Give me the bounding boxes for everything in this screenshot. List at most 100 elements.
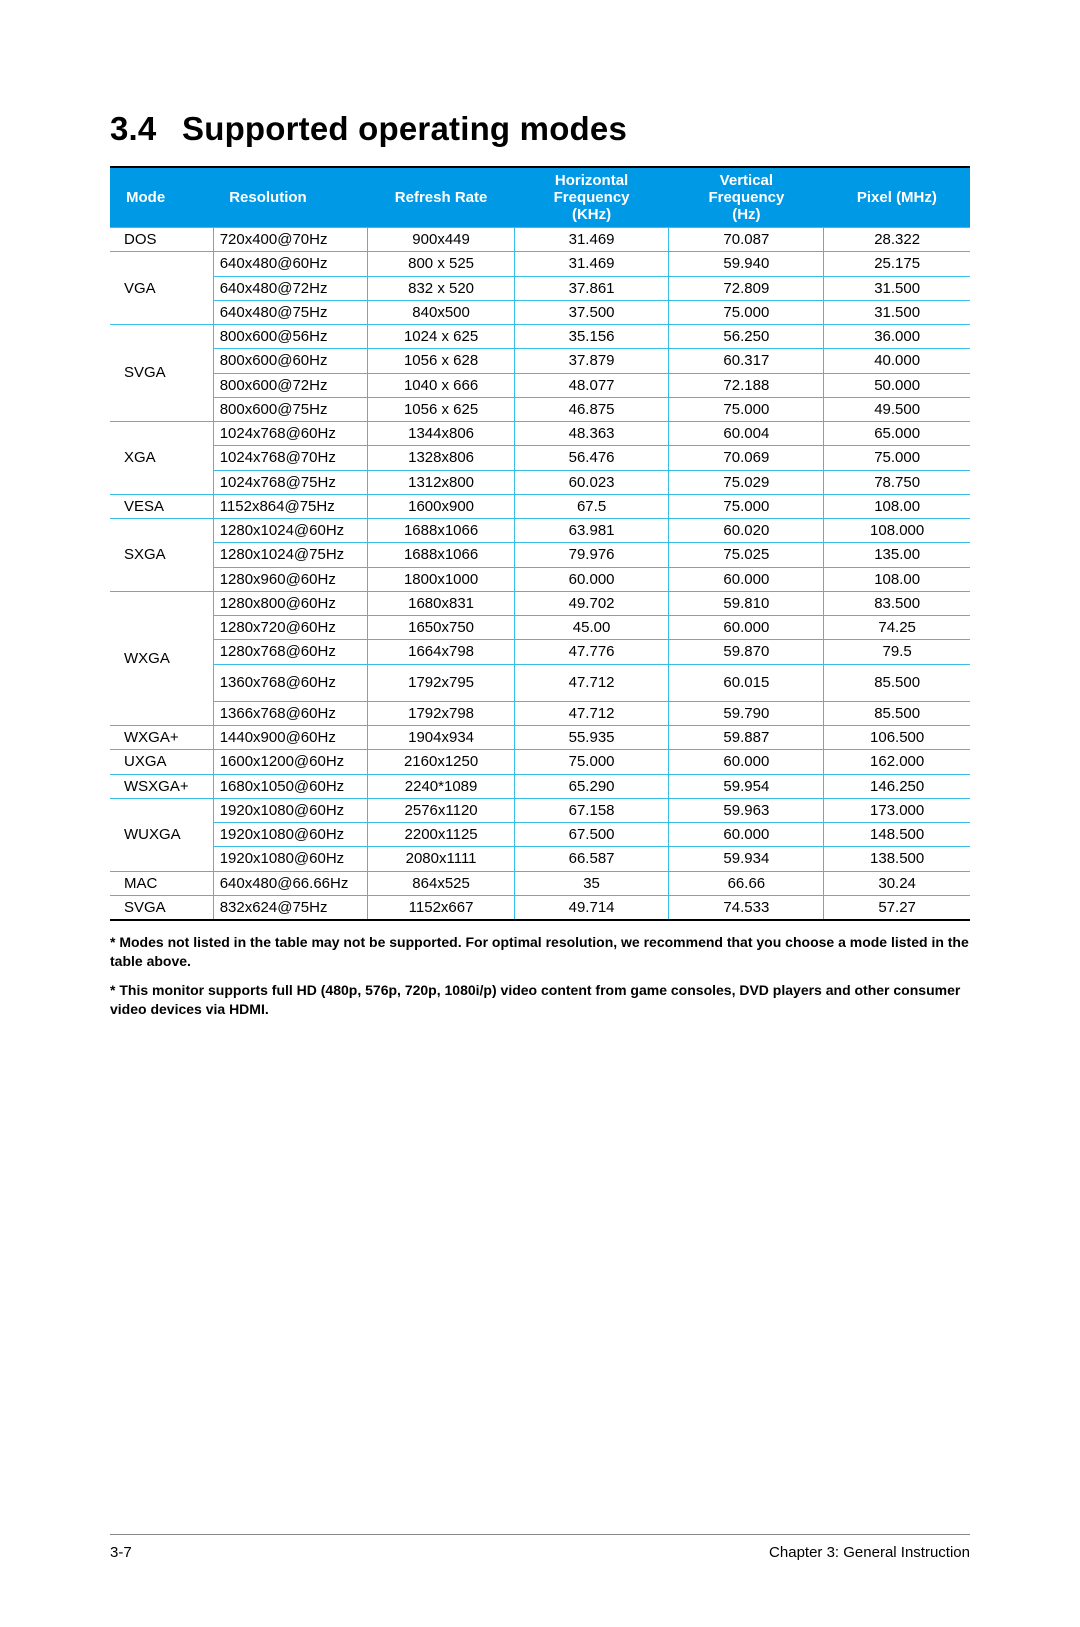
col-header-resolution: Resolution	[213, 167, 368, 228]
vertical-frequency-cell: 60.015	[669, 664, 824, 701]
vertical-frequency-cell: 66.66	[669, 871, 824, 895]
vertical-frequency-cell: 59.870	[669, 640, 824, 664]
vertical-frequency-cell: 60.000	[669, 567, 824, 591]
pixel-mhz-cell: 28.322	[824, 228, 970, 252]
refresh-rate-cell: 832 x 520	[368, 276, 514, 300]
horizontal-frequency-cell: 65.290	[514, 774, 669, 798]
resolution-cell: 1280x960@60Hz	[213, 567, 368, 591]
pixel-mhz-cell: 108.00	[824, 567, 970, 591]
footnotes: * Modes not listed in the table may not …	[110, 933, 970, 1019]
col-header-horizontal-frequency: HorizontalFrequency(KHz)	[514, 167, 669, 228]
table-row: 800x600@72Hz1040 x 66648.07772.18850.000	[110, 373, 970, 397]
vertical-frequency-cell: 59.940	[669, 252, 824, 276]
resolution-cell: 640x480@60Hz	[213, 252, 368, 276]
col-header-pixel-mhz: Pixel (MHz)	[824, 167, 970, 228]
resolution-cell: 1280x720@60Hz	[213, 616, 368, 640]
resolution-cell: 1024x768@75Hz	[213, 470, 368, 494]
section-title: Supported operating modes	[182, 110, 627, 147]
vertical-frequency-cell: 75.029	[669, 470, 824, 494]
vertical-frequency-cell: 59.887	[669, 726, 824, 750]
vertical-frequency-cell: 70.069	[669, 446, 824, 470]
horizontal-frequency-cell: 67.158	[514, 798, 669, 822]
pixel-mhz-cell: 78.750	[824, 470, 970, 494]
mode-cell: VGA	[110, 252, 213, 325]
vertical-frequency-cell: 59.934	[669, 847, 824, 871]
pixel-mhz-cell: 40.000	[824, 349, 970, 373]
horizontal-frequency-cell: 48.077	[514, 373, 669, 397]
vertical-frequency-cell: 75.000	[669, 494, 824, 518]
vertical-frequency-cell: 72.809	[669, 276, 824, 300]
horizontal-frequency-cell: 48.363	[514, 422, 669, 446]
pixel-mhz-cell: 138.500	[824, 847, 970, 871]
table-row: 1280x960@60Hz1800x100060.00060.000108.00	[110, 567, 970, 591]
refresh-rate-cell: 1688x1066	[368, 519, 514, 543]
pixel-mhz-cell: 57.27	[824, 895, 970, 920]
pixel-mhz-cell: 30.24	[824, 871, 970, 895]
vertical-frequency-cell: 60.000	[669, 616, 824, 640]
table-row: 1280x768@60Hz1664x79847.77659.87079.5	[110, 640, 970, 664]
horizontal-frequency-cell: 45.00	[514, 616, 669, 640]
horizontal-frequency-cell: 66.587	[514, 847, 669, 871]
resolution-cell: 640x480@66.66Hz	[213, 871, 368, 895]
mode-cell: VESA	[110, 494, 213, 518]
mode-cell: WSXGA+	[110, 774, 213, 798]
section-number: 3.4	[110, 110, 182, 148]
table-row: 1024x768@75Hz1312x80060.02375.02978.750	[110, 470, 970, 494]
table-row: WUXGA1920x1080@60Hz2576x112067.15859.963…	[110, 798, 970, 822]
vertical-frequency-cell: 59.790	[669, 701, 824, 725]
refresh-rate-cell: 1328x806	[368, 446, 514, 470]
refresh-rate-cell: 900x449	[368, 228, 514, 252]
resolution-cell: 640x480@72Hz	[213, 276, 368, 300]
footnote-1: * Modes not listed in the table may not …	[110, 933, 970, 971]
table-row: UXGA1600x1200@60Hz2160x125075.00060.0001…	[110, 750, 970, 774]
refresh-rate-cell: 1312x800	[368, 470, 514, 494]
operating-modes-table: Mode Resolution Refresh Rate HorizontalF…	[110, 166, 970, 921]
pixel-mhz-cell: 108.000	[824, 519, 970, 543]
pixel-mhz-cell: 79.5	[824, 640, 970, 664]
table-row: 1360x768@60Hz1792x79547.71260.01585.500	[110, 664, 970, 701]
resolution-cell: 1920x1080@60Hz	[213, 823, 368, 847]
vertical-frequency-cell: 75.000	[669, 397, 824, 421]
table-row: DOS720x400@70Hz900x44931.46970.08728.322	[110, 228, 970, 252]
resolution-cell: 800x600@75Hz	[213, 397, 368, 421]
horizontal-frequency-cell: 37.879	[514, 349, 669, 373]
footer-chapter-label: Chapter 3: General Instruction	[769, 1544, 970, 1561]
refresh-rate-cell: 2080x1111	[368, 847, 514, 871]
table-row: 1280x720@60Hz1650x75045.0060.00074.25	[110, 616, 970, 640]
resolution-cell: 1280x1024@75Hz	[213, 543, 368, 567]
footnote-2: * This monitor supports full HD (480p, 5…	[110, 981, 970, 1019]
table-row: 1920x1080@60Hz2080x111166.58759.934138.5…	[110, 847, 970, 871]
mode-cell: SXGA	[110, 519, 213, 592]
horizontal-frequency-cell: 35.156	[514, 325, 669, 349]
table-row: XGA1024x768@60Hz1344x80648.36360.00465.0…	[110, 422, 970, 446]
refresh-rate-cell: 1800x1000	[368, 567, 514, 591]
pixel-mhz-cell: 162.000	[824, 750, 970, 774]
pixel-mhz-cell: 49.500	[824, 397, 970, 421]
resolution-cell: 1600x1200@60Hz	[213, 750, 368, 774]
mode-cell: WXGA+	[110, 726, 213, 750]
refresh-rate-cell: 1040 x 666	[368, 373, 514, 397]
resolution-cell: 1280x1024@60Hz	[213, 519, 368, 543]
table-row: SVGA832x624@75Hz1152x66749.71474.53357.2…	[110, 895, 970, 920]
pixel-mhz-cell: 85.500	[824, 664, 970, 701]
refresh-rate-cell: 800 x 525	[368, 252, 514, 276]
vertical-frequency-cell: 72.188	[669, 373, 824, 397]
horizontal-frequency-cell: 60.023	[514, 470, 669, 494]
mode-cell: WUXGA	[110, 798, 213, 871]
pixel-mhz-cell: 50.000	[824, 373, 970, 397]
vertical-frequency-cell: 60.000	[669, 750, 824, 774]
refresh-rate-cell: 2200x1125	[368, 823, 514, 847]
refresh-rate-cell: 1664x798	[368, 640, 514, 664]
mode-cell: WXGA	[110, 591, 213, 725]
footer-page-number: 3-7	[110, 1544, 132, 1561]
refresh-rate-cell: 2576x1120	[368, 798, 514, 822]
table-row: 1920x1080@60Hz2200x112567.50060.000148.5…	[110, 823, 970, 847]
pixel-mhz-cell: 83.500	[824, 591, 970, 615]
horizontal-frequency-cell: 37.861	[514, 276, 669, 300]
vertical-frequency-cell: 74.533	[669, 895, 824, 920]
resolution-cell: 1680x1050@60Hz	[213, 774, 368, 798]
table-row: VGA640x480@60Hz800 x 52531.46959.94025.1…	[110, 252, 970, 276]
resolution-cell: 832x624@75Hz	[213, 895, 368, 920]
vertical-frequency-cell: 60.000	[669, 823, 824, 847]
horizontal-frequency-cell: 37.500	[514, 300, 669, 324]
